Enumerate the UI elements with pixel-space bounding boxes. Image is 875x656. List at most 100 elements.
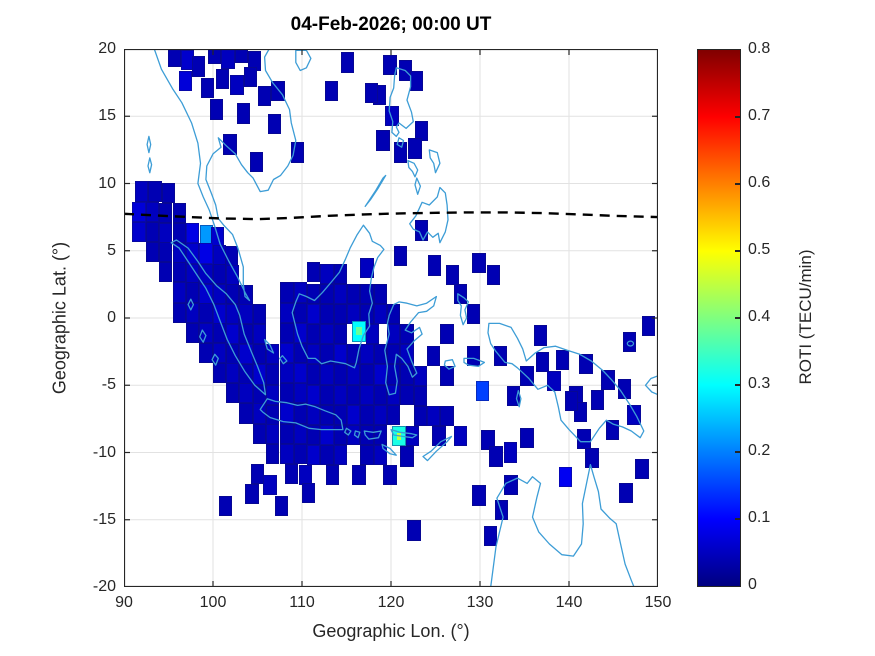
- colorbar-tick: [735, 116, 740, 118]
- roti-cell: [178, 71, 193, 92]
- roti-cell: [333, 283, 347, 304]
- coastline-negros: [414, 177, 422, 195]
- roti-cell: [453, 426, 468, 447]
- roti-cell: [484, 525, 498, 546]
- roti-cell: [236, 103, 250, 124]
- roti-cell: [306, 404, 321, 425]
- roti-cell: [427, 345, 441, 366]
- axes-frame: [124, 49, 658, 587]
- coastline-halmahera: [457, 293, 470, 326]
- roti-cell: [172, 203, 186, 224]
- coastline-sulawesi: [384, 295, 438, 396]
- roti-cell: [148, 181, 162, 202]
- colorbar-tick: [735, 183, 740, 185]
- roti-cell: [239, 383, 253, 404]
- roti-cell: [199, 342, 213, 364]
- y-tick-label: 15: [98, 107, 116, 125]
- coastline-palawan: [364, 174, 387, 208]
- roti-cell: [533, 325, 548, 346]
- roti-cell: [386, 384, 401, 405]
- roti-cell: [365, 324, 379, 345]
- roti-cell: [481, 430, 495, 451]
- roti-cell: [306, 384, 321, 405]
- coastline-samar-leyte: [428, 149, 441, 174]
- roti-cell: [360, 445, 374, 466]
- roti-cell: [360, 364, 374, 385]
- roti-cell: [400, 324, 414, 345]
- roti-cell: [520, 427, 534, 448]
- roti-cell: [293, 403, 307, 424]
- roti-cell: [400, 446, 414, 467]
- roti-cell: [252, 423, 266, 444]
- coastline-australia: [490, 463, 635, 587]
- coastline-panay: [407, 159, 419, 178]
- roti-cell: [252, 303, 266, 325]
- y-tick-label: 0: [107, 309, 116, 326]
- roti-cell: [306, 324, 321, 345]
- colorbar-tick-label: 0: [748, 576, 757, 593]
- roti-cell: [360, 424, 374, 446]
- roti-cell: [376, 130, 390, 151]
- coastline-mindanao: [409, 186, 449, 244]
- roti-cell: [467, 303, 481, 325]
- y-tick-label: -5: [101, 376, 116, 394]
- roti-cell: [216, 68, 230, 89]
- coastline-new-britain: [644, 375, 658, 396]
- coastline-nias: [187, 298, 195, 311]
- roti-cell: [172, 262, 186, 283]
- roti-cell: [635, 458, 649, 479]
- roti-cell: [145, 201, 160, 222]
- roti-cell: [445, 264, 460, 286]
- roti-cell: [373, 344, 387, 365]
- coastline-sumatra: [170, 239, 267, 396]
- map-plot-area: [124, 49, 658, 587]
- roti-cell: [440, 324, 454, 345]
- roti-cell: [280, 423, 294, 444]
- roti-cell: [373, 445, 387, 466]
- roti-cell: [346, 364, 361, 385]
- roti-cell: [280, 363, 294, 384]
- roti-cell: [265, 423, 280, 444]
- coastline-timor: [422, 435, 453, 462]
- roti-cell: [320, 445, 334, 466]
- roti-cell: [199, 302, 213, 323]
- roti-cell: [239, 403, 253, 424]
- roti-cell: [172, 282, 186, 303]
- colorbar-label: ROTI (TECU/min): [796, 249, 815, 385]
- x-tick-label: 120: [377, 594, 405, 611]
- roti-cell: [364, 83, 379, 104]
- roti-cell: [234, 49, 249, 64]
- roti-cell: [558, 466, 573, 487]
- roti-cell: [535, 352, 549, 373]
- roti-cells-layer: [124, 49, 658, 587]
- roti-cell: [306, 262, 321, 283]
- roti-cell: [373, 384, 387, 405]
- x-tick-label: 90: [115, 594, 133, 611]
- colorbar-tick-label: 0.2: [748, 442, 771, 459]
- roti-cell: [413, 385, 428, 407]
- roti-cell: [145, 221, 160, 242]
- roti-cell: [333, 384, 347, 405]
- roti-cell: [212, 363, 226, 384]
- roti-cell: [320, 303, 334, 325]
- roti-cell: [579, 353, 593, 374]
- colorbar-tick: [735, 317, 740, 319]
- roti-cell: [333, 364, 347, 385]
- roti-cell: [619, 482, 633, 503]
- roti-cell: [159, 242, 173, 263]
- axes-frame-layer: [124, 49, 658, 587]
- roti-cell: [320, 263, 334, 284]
- roti-cell: [293, 302, 307, 323]
- roti-cell: [386, 324, 401, 345]
- coastline-belitung: [279, 355, 288, 365]
- roti-cell: [333, 263, 347, 284]
- coastline-sumbawa: [363, 430, 382, 440]
- roti-cell: [383, 465, 397, 486]
- roti-cell: [622, 332, 637, 353]
- coastline-layer: [124, 49, 658, 587]
- roti-cell: [590, 389, 605, 411]
- colorbar-tick: [735, 518, 740, 520]
- roti-cell: [386, 404, 401, 425]
- roti-cell: [306, 445, 321, 466]
